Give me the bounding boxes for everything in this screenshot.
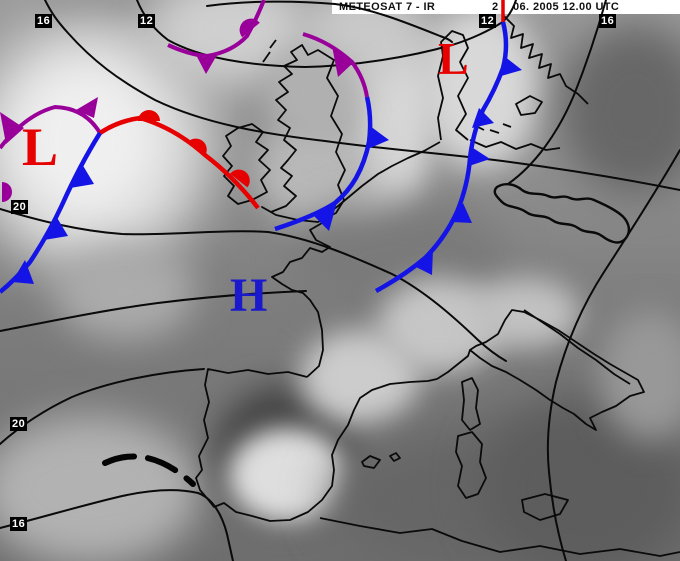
isobar-label: 20 — [11, 200, 29, 214]
high-pressure-symbol: H — [230, 269, 268, 322]
warm-front — [98, 110, 260, 210]
coastline-germany-netherlands — [325, 141, 441, 216]
coastline-sicily — [521, 493, 569, 521]
coastline-sardinia — [455, 431, 487, 499]
cold-triangle — [70, 164, 94, 188]
low-pressure-symbol-baltic: L — [438, 33, 469, 84]
contour-pocket — [493, 182, 631, 244]
isobar-label: 12 — [138, 14, 156, 28]
cold-triangle — [501, 56, 522, 76]
isobar-label: 20 — [10, 417, 28, 431]
isobar-right-long — [546, 149, 680, 561]
warm-semicircle — [230, 169, 250, 188]
isobar-high — [0, 290, 307, 332]
coastline-france-north — [271, 222, 331, 378]
coastline-iberia — [195, 368, 438, 522]
warm-semicircle — [187, 138, 207, 157]
warm-semicircle — [138, 110, 160, 121]
cloud-blob — [560, 25, 680, 195]
cold-triangle — [414, 249, 433, 275]
isobar-label: 16 — [599, 14, 617, 28]
low-pressure-symbol-atlantic: L — [22, 117, 59, 177]
isobar-20-bottom — [0, 368, 205, 445]
coastline-croatia — [523, 309, 631, 385]
cloud-blob — [600, 310, 680, 440]
cold-triangle — [313, 202, 337, 231]
trough-line — [102, 453, 196, 487]
occluded-semicircle — [239, 18, 260, 38]
occluded-semicircle — [2, 182, 12, 202]
coastline-italy — [469, 309, 645, 431]
coastline-corsica — [461, 377, 481, 431]
central-front — [274, 32, 389, 232]
isobar-16-right — [507, 0, 607, 185]
cold-front-atlantic — [0, 131, 102, 294]
cloud-blob — [228, 428, 348, 523]
cold-triangle — [469, 146, 490, 166]
cold-triangle — [12, 260, 34, 284]
isobar-label: 16 — [35, 14, 53, 28]
occluded-front-top — [167, 0, 266, 74]
cold-front-baltic — [374, 0, 522, 293]
isobar-20-left — [0, 208, 507, 362]
isobar-label: 12 — [479, 14, 497, 28]
coastline-france-med — [436, 349, 471, 380]
occluded-front-left — [0, 97, 102, 202]
cold-triangle — [472, 108, 494, 128]
cloud-blob — [55, 245, 195, 340]
cold-triangle — [370, 126, 389, 148]
occluded-triangle — [195, 53, 217, 74]
cloud-blob — [20, 70, 150, 210]
occluded-triangle — [0, 112, 24, 144]
coastline-north-africa — [319, 517, 680, 557]
occluded-triangle — [332, 46, 354, 77]
date-day: 2 — [492, 1, 499, 13]
coastline-denmark — [437, 30, 469, 141]
coastline-norway — [503, 15, 589, 105]
date-time: 06. 2005 12.00 UTC — [513, 1, 620, 13]
coastline-britain — [261, 44, 346, 223]
coastline-danish-islands — [475, 95, 543, 134]
isobar-label: 16 — [10, 517, 28, 531]
occluded-triangle — [76, 97, 98, 118]
cold-triangle — [44, 216, 68, 240]
isobar-16-bottom — [0, 489, 234, 561]
title-bar: METEOSAT 7 - IR 2 06. 2005 12.00 UTC — [332, 0, 680, 14]
coastline-hebrides — [262, 39, 277, 63]
isobar-16-topleft — [44, 0, 680, 191]
coastline-baltic-south — [469, 139, 561, 151]
coastline-balearics — [361, 452, 401, 469]
cold-triangle — [452, 203, 472, 223]
cloud-blob — [0, 415, 200, 561]
